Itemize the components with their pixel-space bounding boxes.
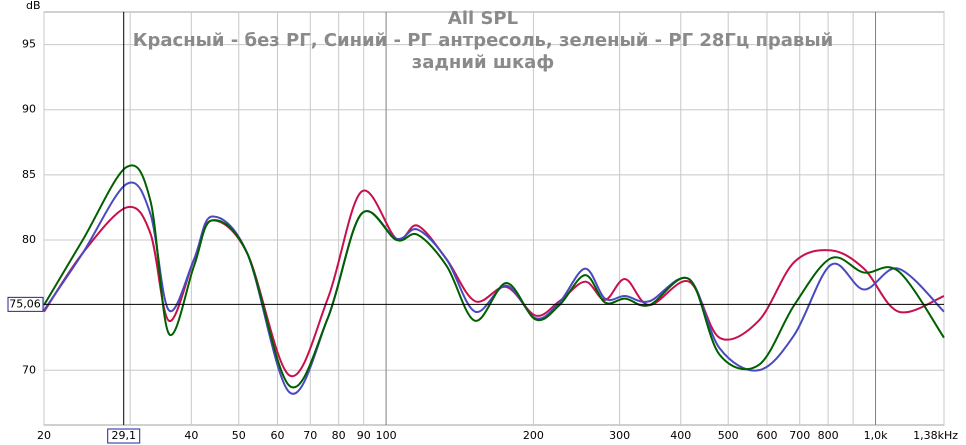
titles: All SPL Красный - без РГ, Синий - РГ ант… (103, 8, 863, 74)
cursor-box (107, 428, 141, 444)
x-tick-label: 1,0k (864, 429, 888, 442)
x-tick-label: 50 (232, 429, 246, 442)
series-line (43, 164, 945, 389)
x-tick-label: 90 (357, 429, 371, 442)
y-tick-label: 70 (22, 363, 36, 376)
cursor-label: 75,06 (9, 297, 41, 310)
x-tick-label: 200 (523, 429, 544, 442)
cursor-box (7, 296, 44, 312)
y-axis-label: dB (26, 0, 41, 12)
x-tick-label: 600 (756, 429, 777, 442)
x-tick-label: 80 (332, 429, 346, 442)
chart-subtitle: Красный - без РГ, Синий - РГ антресоль, … (132, 30, 834, 73)
y-tick-label: 95 (22, 38, 36, 51)
x-tick-label: 400 (670, 429, 691, 442)
x-tick-label: 60 (271, 429, 285, 442)
chart-title: All SPL (447, 8, 519, 29)
y-tick-label: 85 (22, 168, 36, 181)
x-tick-label: 700 (789, 429, 810, 442)
x-tick-label: 500 (718, 429, 739, 442)
x-tick-label: 300 (609, 429, 630, 442)
y-tick-label: 90 (22, 103, 36, 116)
plot-area (43, 11, 945, 426)
series-line (43, 181, 945, 395)
y-tick-label: 80 (22, 233, 36, 246)
x-tick-label: 100 (376, 429, 397, 442)
x-tick-label: 1,38kHz (913, 429, 958, 442)
x-tick-label: 70 (303, 429, 317, 442)
x-tick-label: 40 (184, 429, 198, 442)
cursor-label: 29,1 (111, 429, 136, 442)
x-tick-label: 800 (818, 429, 839, 442)
x-tick-label: 20 (37, 429, 51, 442)
